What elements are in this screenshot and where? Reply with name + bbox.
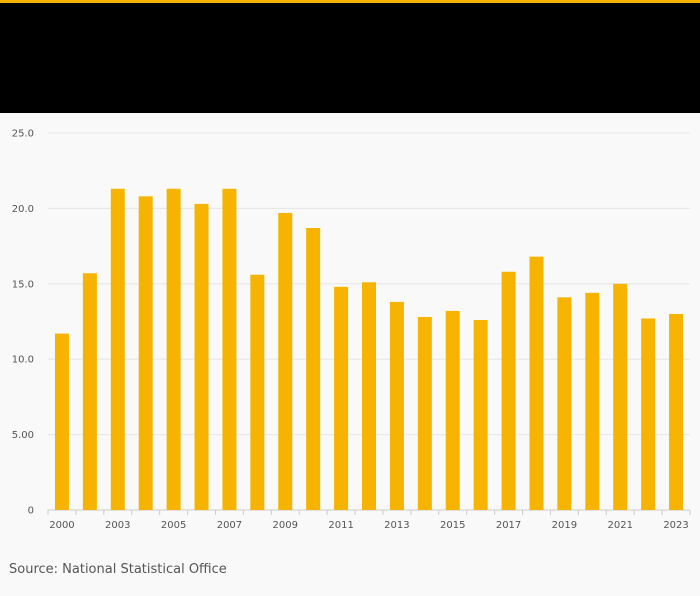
x-tick-label: 2015 — [440, 520, 465, 531]
x-tick-label: 2019 — [552, 520, 577, 531]
bar — [306, 228, 321, 510]
source-note: Source: National Statistical Office — [9, 562, 227, 577]
header-band — [0, 3, 700, 113]
bar — [222, 188, 237, 510]
x-tick-label: 2000 — [49, 520, 74, 531]
bar — [473, 319, 488, 510]
bar — [389, 301, 404, 510]
y-tick-label: 10.0 — [12, 355, 34, 366]
y-tick-label: 5.00 — [12, 430, 34, 441]
bar — [194, 203, 209, 510]
y-tick-label: 20.0 — [12, 204, 34, 215]
x-tick-label: 2017 — [496, 520, 521, 531]
bar — [82, 273, 97, 510]
bar — [501, 271, 516, 510]
chart-area: 0 5.00 10.0 15.0 20.0 25.0 2000 2003 2005 2007 200… — [0, 113, 700, 553]
bar — [54, 333, 69, 510]
y-tick-label: 25.0 — [12, 129, 34, 140]
x-tick-label: 2009 — [273, 520, 298, 531]
x-tick-label: 2021 — [607, 520, 632, 531]
bar — [138, 196, 153, 510]
bar — [278, 212, 293, 510]
bar-chart: 0 5.00 10.0 15.0 20.0 25.0 2000 2003 2005 2007 200… — [12, 129, 691, 531]
x-tick-label: 2013 — [384, 520, 409, 531]
bar — [641, 318, 656, 510]
bar — [334, 286, 349, 510]
bar — [250, 274, 265, 510]
accent-rule — [0, 0, 700, 3]
x-tick-label: 2005 — [161, 520, 186, 531]
bar — [110, 188, 125, 510]
y-tick-label: 0 — [28, 506, 34, 517]
bar — [529, 256, 544, 510]
bar — [417, 316, 432, 510]
bar — [557, 297, 572, 510]
x-tick-label: 2011 — [328, 520, 353, 531]
bar — [585, 292, 600, 510]
x-tick-label: 2023 — [663, 520, 688, 531]
y-tick-label: 15.0 — [12, 279, 34, 290]
bar — [362, 282, 376, 510]
x-tick-label: 2003 — [105, 520, 130, 531]
bar — [166, 188, 181, 510]
bar — [445, 310, 460, 510]
bar — [613, 283, 628, 510]
bar — [669, 313, 684, 510]
x-tick-label: 2007 — [217, 520, 242, 531]
